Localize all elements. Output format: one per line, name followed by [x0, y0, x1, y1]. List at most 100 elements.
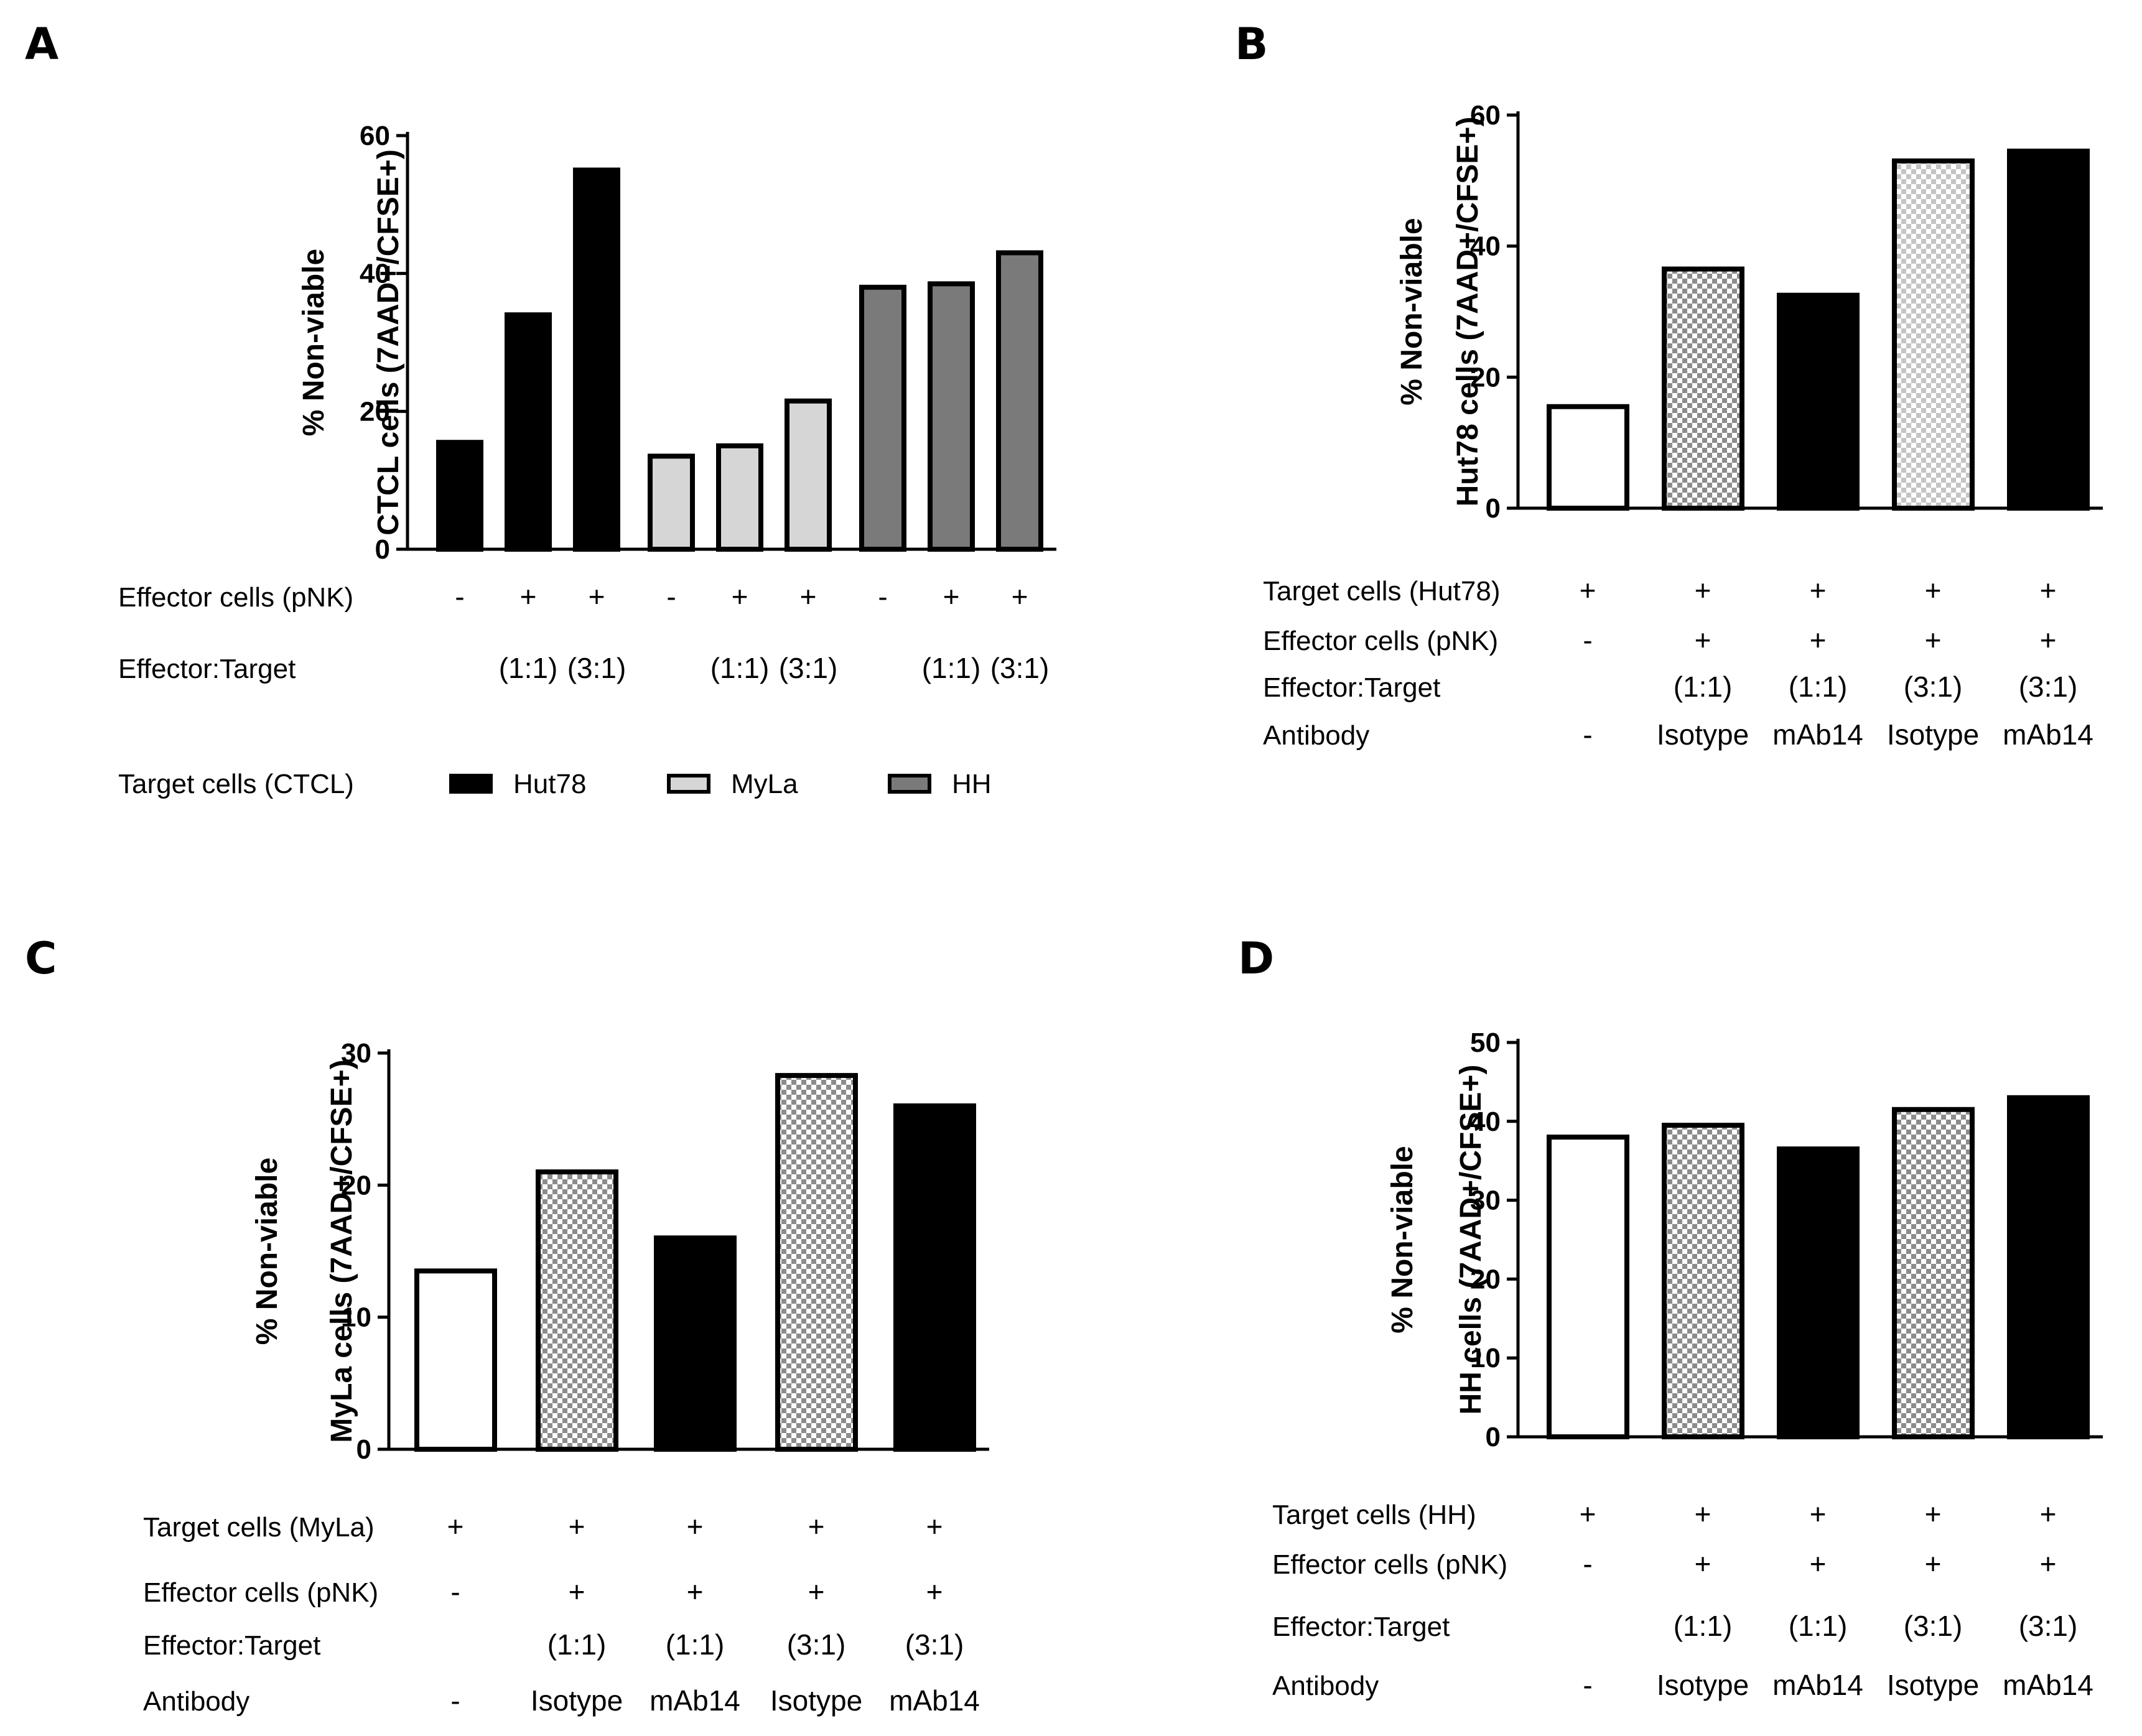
legend-entry: HH: [952, 769, 992, 799]
y-tick-label: 0: [375, 534, 390, 565]
y-axis-label: % Non-viable CTCL cells (7AAD+/CFSE+): [297, 149, 405, 536]
panel-letter: D: [1238, 933, 1274, 984]
y-axis-label-line: MyLa cells (7AAD+/CFSE+): [325, 1059, 358, 1442]
condition-cell: +: [687, 1510, 704, 1543]
condition-cell: Isotype: [770, 1684, 862, 1717]
condition-cell: +: [1580, 574, 1596, 606]
y-tick-label: 0: [1486, 493, 1501, 524]
condition-cell: -: [1583, 1669, 1592, 1701]
panel-letter: A: [25, 19, 58, 70]
bar: [928, 281, 975, 552]
condition-cell: +: [1810, 624, 1827, 656]
condition-cell: Isotype: [1657, 1669, 1749, 1701]
bar: [1777, 1146, 1860, 1440]
condition-cell: (3:1): [990, 652, 1050, 684]
bar: [436, 440, 483, 552]
bar: [654, 1235, 737, 1452]
row-label: Effector cells (pNK): [118, 582, 353, 613]
condition-cell: Isotype: [1887, 718, 1979, 751]
condition-cell: (3:1): [1904, 671, 1963, 703]
y-axis-label-line: % Non-viable: [1386, 1146, 1419, 1333]
bar: [573, 167, 620, 552]
condition-cell: -: [450, 1684, 460, 1717]
condition-cell: +: [1810, 574, 1827, 606]
condition-cell: mAb14: [1772, 718, 1863, 751]
condition-cell: (1:1): [922, 652, 981, 684]
bar: [859, 284, 906, 552]
row-label: Antibody: [143, 1686, 249, 1717]
y-axis-label-line: % Non-viable: [1395, 218, 1428, 405]
condition-cell: -: [455, 580, 464, 613]
bar: [1662, 266, 1744, 511]
condition-cell: mAb14: [2003, 718, 2093, 751]
row-label: Antibody: [1263, 720, 1369, 751]
panel-letter: B: [1235, 19, 1268, 70]
y-tick-label: 40: [1470, 1107, 1501, 1137]
y-axis-label: % Non-viable Hut78 cells (7AAD+/CFSE+): [1395, 117, 1484, 507]
condition-cell: +: [1695, 624, 1711, 656]
bar: [2007, 148, 2090, 511]
condition-cell: +: [569, 1576, 585, 1608]
y-tick-label: 40: [1470, 231, 1501, 262]
condition-cell: +: [1925, 1498, 1942, 1530]
y-axis-label-line: CTCL cells (7AAD+/CFSE+): [372, 149, 405, 536]
bar: [2007, 1095, 2090, 1439]
condition-cell: (3:1): [779, 652, 838, 684]
bar: [536, 1169, 618, 1452]
condition-cell: +: [589, 580, 605, 613]
row-label: Effector:Target: [1272, 1612, 1450, 1642]
row-label: Effector cells (pNK): [1263, 626, 1498, 656]
legend-swatch: [667, 774, 710, 794]
y-axis-label: % Non-viable MyLa cells (7AAD+/CFSE+): [251, 1059, 358, 1442]
condition-cell: (1:1): [547, 1628, 607, 1661]
condition-cell: mAb14: [889, 1684, 980, 1717]
row-label: Effector:Target: [1263, 672, 1440, 703]
condition-cell: -: [450, 1576, 460, 1608]
legend-entry: Hut78: [513, 769, 586, 799]
legend-swatch: [449, 774, 493, 794]
y-tick-label: 20: [1470, 1264, 1501, 1294]
condition-cell: +: [926, 1510, 943, 1543]
condition-cell: +: [1695, 574, 1711, 606]
y-tick-label: 60: [360, 121, 390, 151]
y-tick-label: 30: [341, 1038, 371, 1069]
bar: [716, 443, 763, 552]
y-axis-label: % Non-viable HH cells (7AAD+/CFSE+): [1386, 1065, 1488, 1415]
row-label: Target cells (HH): [1272, 1500, 1476, 1530]
y-tick-label: 30: [1470, 1186, 1501, 1216]
y-axis-label-line: HH cells (7AAD+/CFSE+): [1455, 1065, 1488, 1415]
panel-b: B % Non-viable Hut78 cells (7AAD+/CFSE+)0 2…: [1235, 19, 2103, 751]
condition-cell: +: [447, 1510, 464, 1543]
y-axis-label-line: % Non-viable: [297, 249, 330, 436]
condition-cell: +: [2040, 1548, 2057, 1580]
row-label: Effector:Target: [143, 1630, 320, 1661]
bar: [893, 1103, 976, 1452]
legend-swatch: [888, 774, 931, 794]
panel-c: C % Non-viable MyLa cells (7AAD+/CFSE+)0 10…: [25, 933, 989, 1717]
condition-cell: +: [1925, 624, 1942, 656]
condition-cell: +: [1580, 1498, 1596, 1530]
condition-cell: (1:1): [1789, 671, 1848, 703]
condition-cell: (3:1): [567, 652, 626, 684]
y-tick-label: 50: [1470, 1028, 1501, 1058]
bar: [1777, 292, 1860, 511]
condition-cell: +: [687, 1576, 704, 1608]
bar: [1892, 1107, 1975, 1439]
y-tick-label: 20: [341, 1170, 371, 1200]
condition-cell: +: [520, 580, 537, 613]
bar: [775, 1073, 858, 1452]
panel-a: A % Non-viable CTCL cells (7AAD+/CFSE+)0 20…: [25, 19, 1056, 799]
condition-cell: +: [1810, 1548, 1827, 1580]
condition-cell: (1:1): [1789, 1610, 1848, 1642]
condition-cell: (1:1): [499, 652, 558, 684]
condition-cell: (1:1): [1674, 671, 1733, 703]
condition-cell: +: [926, 1576, 943, 1608]
condition-cell: -: [1583, 1548, 1592, 1580]
condition-cell: (3:1): [2019, 1610, 2078, 1642]
condition-cell: +: [1012, 580, 1028, 613]
condition-cell: -: [666, 580, 676, 613]
y-axis-label-line: % Non-viable: [251, 1158, 284, 1345]
condition-cell: +: [808, 1510, 825, 1543]
bar: [1892, 158, 1975, 511]
